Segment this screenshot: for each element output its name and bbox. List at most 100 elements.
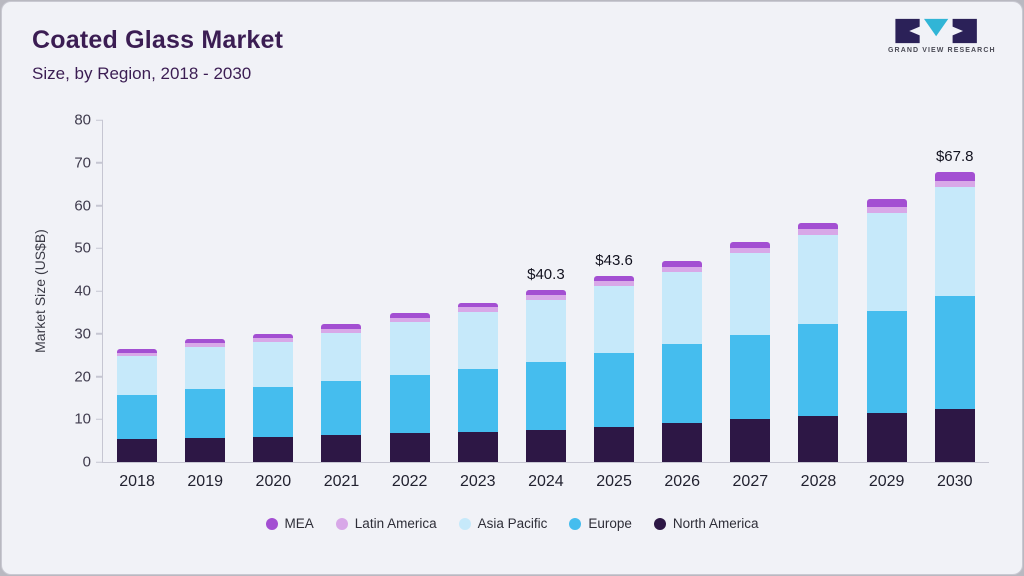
y-tick-label: 10 (74, 410, 91, 428)
segment-europe-2022 (389, 375, 430, 434)
stacked-bar-2022 (389, 313, 430, 462)
x-axis-label-2024: 2024 (528, 473, 564, 490)
x-axis-label-2019: 2019 (187, 473, 223, 490)
y-tick-mark (96, 461, 103, 463)
segment-asia-pacific-2025 (594, 285, 635, 353)
bar-2028: 2028 (798, 120, 839, 490)
x-axis-label-2023: 2023 (459, 473, 496, 490)
stacked-bar-2020 (253, 334, 294, 462)
bar-value-label-2024: $40.3 (527, 265, 565, 283)
bar-2029: 2029 (866, 120, 907, 490)
segment-north-america-2028 (798, 415, 839, 462)
stacked-bar-2023 (457, 302, 498, 462)
segment-north-america-2024 (525, 429, 566, 462)
segment-mea-2027 (730, 241, 771, 248)
segment-europe-2029 (866, 310, 907, 413)
legend-item-europe: Europe (569, 516, 632, 531)
segment-north-america-2018 (117, 439, 158, 462)
bar-2020: 2020 (253, 120, 294, 490)
stacked-bar-2028 (798, 222, 839, 462)
bar-2024: $40.3 2024 (525, 120, 566, 490)
segment-mea-2025 (594, 275, 635, 282)
segment-mea-2026 (662, 261, 703, 267)
segment-north-america-2030 (934, 408, 975, 462)
segment-latin-america-2028 (798, 229, 839, 236)
segment-asia-pacific-2028 (798, 235, 839, 324)
segment-latin-america-2022 (389, 317, 430, 323)
legend-label-north-america: North America (672, 516, 759, 531)
y-tick-mark (96, 290, 103, 292)
segment-europe-2025 (594, 352, 635, 427)
segment-latin-america-2023 (457, 307, 498, 312)
legend-swatch-north-america (653, 517, 666, 530)
stacked-bar-2030 (934, 172, 975, 462)
stacked-bar-2021 (321, 324, 362, 462)
segment-north-america-2020 (253, 436, 294, 462)
logo-text: GRAND VIEW RESEARCH (888, 47, 996, 54)
segment-europe-2027 (730, 334, 771, 420)
bar-2025: $43.6 2025 (594, 120, 635, 490)
y-tick-mark (96, 418, 103, 420)
segment-asia-pacific-2018 (117, 356, 158, 395)
page-subtitle: Size, by Region, 2018 - 2030 (32, 64, 252, 83)
logo-text-row: GRAND VIEW RESEARCH (884, 47, 995, 54)
legend-swatch-latin-america (335, 517, 348, 530)
y-tick-label: 80 (74, 111, 91, 129)
segment-north-america-2019 (185, 438, 226, 462)
bar-2019: 2019 (185, 120, 226, 490)
segment-europe-2021 (321, 380, 362, 436)
segment-latin-america-2021 (321, 329, 362, 333)
gvr-logo-icon (895, 18, 977, 44)
segment-asia-pacific-2019 (185, 346, 226, 389)
legend-item-asia-pacific: Asia Pacific (458, 516, 548, 531)
segment-asia-pacific-2021 (321, 332, 362, 381)
segment-asia-pacific-2029 (866, 212, 907, 311)
y-axis-title: Market Size (US$B) (30, 120, 50, 462)
legend-label-latin-america: Latin America (354, 516, 437, 531)
segment-north-america-2021 (321, 435, 362, 462)
y-tick-mark (96, 247, 103, 249)
bar-2018: 2018 (117, 120, 158, 490)
bar-2023: 2023 (457, 120, 498, 490)
segment-asia-pacific-2023 (457, 311, 498, 369)
y-tick-label: 60 (74, 197, 91, 214)
segment-europe-2024 (525, 361, 566, 430)
segment-europe-2019 (185, 388, 226, 439)
segment-latin-america-2025 (594, 281, 635, 286)
stacked-bar-2029 (866, 199, 907, 462)
segment-mea-2020 (253, 334, 294, 339)
segment-mea-2029 (866, 199, 907, 207)
y-tick-label: 0 (82, 453, 91, 471)
segment-europe-2018 (117, 394, 158, 440)
segment-north-america-2026 (662, 423, 703, 462)
legend-item-latin-america: Latin America (335, 516, 437, 531)
segment-north-america-2025 (594, 426, 635, 462)
x-axis-label-2029: 2029 (868, 473, 905, 490)
x-axis-label-2025: 2025 (596, 473, 632, 490)
segment-north-america-2027 (730, 419, 771, 462)
segment-latin-america-2026 (662, 266, 703, 272)
x-axis-label-2026: 2026 (664, 473, 700, 490)
segment-asia-pacific-2027 (730, 253, 771, 335)
x-axis-label-2027: 2027 (732, 473, 769, 490)
segment-mea-2018 (117, 348, 158, 354)
legend-swatch-mea (265, 517, 278, 530)
stacked-bar-2019 (185, 338, 226, 462)
segment-north-america-2022 (389, 433, 430, 462)
legend-label-mea: MEA (284, 516, 314, 531)
stacked-bar-2024 (525, 289, 566, 462)
segment-latin-america-2030 (934, 180, 975, 188)
segment-latin-america-2018 (117, 353, 158, 357)
segment-latin-america-2024 (525, 294, 566, 300)
segment-latin-america-2029 (866, 206, 907, 213)
bar-2030: $67.8 2030 (934, 120, 975, 490)
segment-europe-2028 (798, 323, 839, 416)
legend-swatch-europe (569, 517, 582, 530)
bar-2022: 2022 (389, 120, 430, 490)
legend-swatch-asia-pacific (458, 517, 471, 530)
segment-north-america-2029 (866, 412, 907, 462)
segment-asia-pacific-2024 (525, 299, 566, 362)
y-tick-label: 30 (74, 325, 91, 343)
legend-label-asia-pacific: Asia Pacific (477, 516, 548, 531)
